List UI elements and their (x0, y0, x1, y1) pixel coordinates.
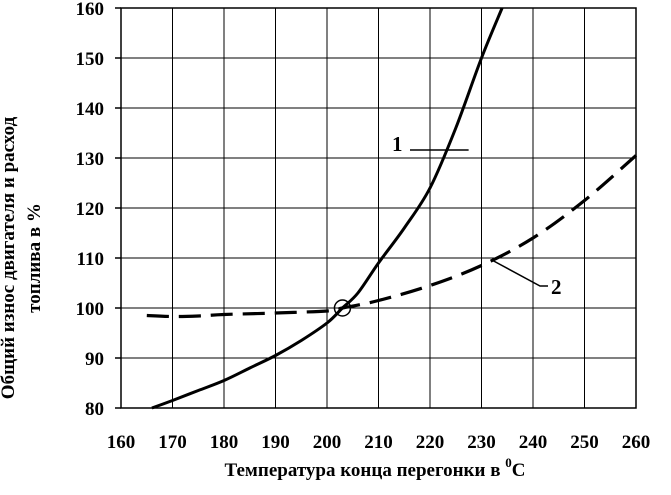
y-tick-label: 130 (76, 149, 105, 170)
y-tick-label: 90 (85, 349, 104, 370)
x-tick-label: 240 (519, 432, 548, 453)
x-tick-label: 200 (313, 432, 342, 453)
y-tick-label: 120 (76, 199, 105, 220)
x-tick-label: 250 (570, 432, 599, 453)
x-axis-title-unit: C (512, 460, 526, 481)
annotations: 12 (333, 132, 562, 317)
grid (115, 7, 637, 409)
x-axis-title-text: Температура конца перегонки в (225, 460, 506, 481)
x-tick-label: 260 (622, 432, 651, 453)
x-axis-title-sup: 0 (505, 455, 512, 470)
y-tick-label: 160 (76, 0, 105, 20)
x-tick-label: 160 (107, 432, 136, 453)
y-axis-title-line2: топлива в % (24, 203, 45, 313)
y-tick-label: 100 (76, 299, 105, 320)
x-tick-label: 210 (364, 432, 393, 453)
x-tick-label: 230 (467, 432, 496, 453)
y-tick-label: 150 (76, 49, 105, 70)
callout-1-label: 1 (392, 132, 403, 156)
x-axis-title: Температура конца перегонки в 0C (225, 455, 526, 481)
y-tick-label: 80 (85, 399, 104, 420)
y-axis-title-line1: Общий износ двигателя и расход (0, 116, 19, 399)
intersection-marker (333, 299, 352, 317)
x-tick-label: 220 (416, 432, 445, 453)
x-tick-label: 170 (158, 432, 187, 453)
series-line-2 (146, 154, 638, 319)
callout-2-label: 2 (551, 275, 562, 299)
callout-2-leader (491, 259, 548, 287)
x-tick-label: 180 (210, 432, 239, 453)
y-tick-label: 110 (77, 249, 104, 270)
y-tick-label: 140 (76, 99, 105, 120)
x-tick-label: 190 (261, 432, 290, 453)
tick-labels: 160 170 180 190 200 210 220 230 240 250 260 80 90 100… (76, 0, 651, 453)
